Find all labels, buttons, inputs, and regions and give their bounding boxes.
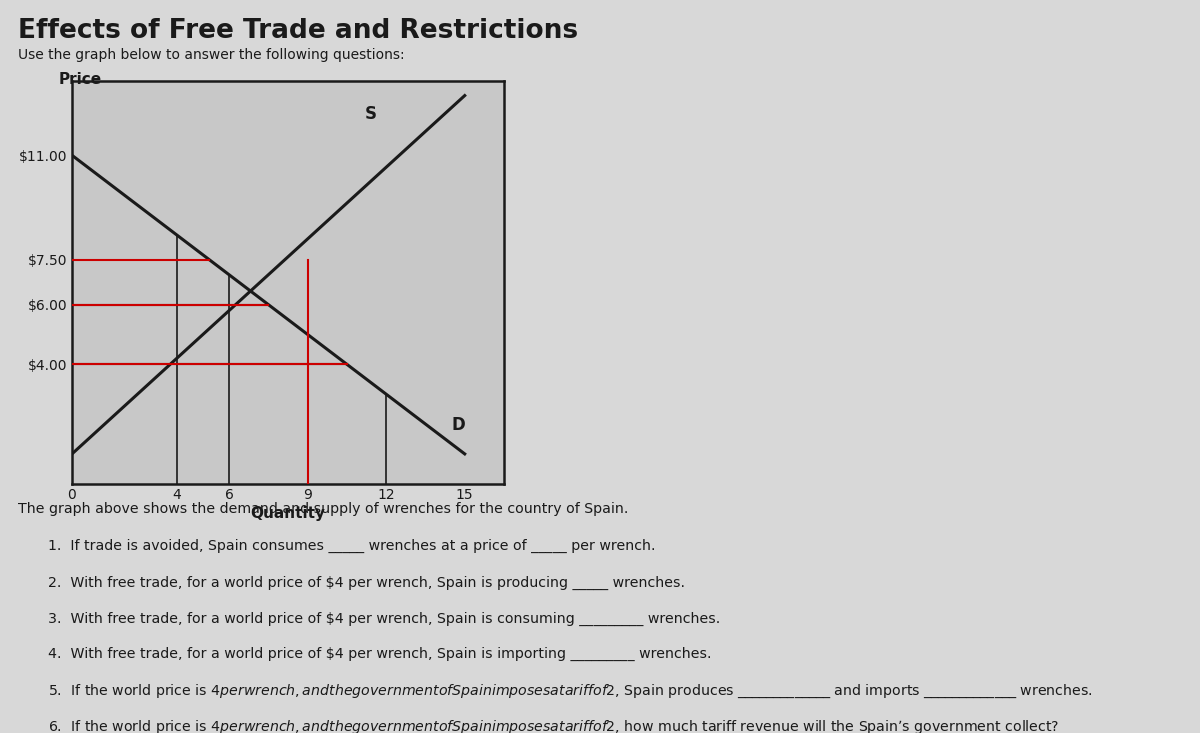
Text: Effects of Free Trade and Restrictions: Effects of Free Trade and Restrictions bbox=[18, 18, 578, 44]
Text: Use the graph below to answer the following questions:: Use the graph below to answer the follow… bbox=[18, 48, 404, 62]
Text: 4.  With free trade, for a world price of $4 per wrench, Spain is importing ____: 4. With free trade, for a world price of… bbox=[48, 647, 712, 660]
Text: Price: Price bbox=[59, 72, 102, 86]
Text: S: S bbox=[365, 106, 377, 123]
Text: 5.  If the world price is $4 per wrench, and the government of Spain imposes a t: 5. If the world price is $4 per wrench, … bbox=[48, 683, 1092, 701]
X-axis label: Quantity: Quantity bbox=[251, 506, 325, 521]
Text: 6.  If the world price is $4 per wrench, and the government of Spain imposes a t: 6. If the world price is $4 per wrench, … bbox=[48, 718, 1100, 733]
Text: The graph above shows the demand and supply of wrenches for the country of Spain: The graph above shows the demand and sup… bbox=[18, 502, 629, 516]
Text: 1.  If trade is avoided, Spain consumes _____ wrenches at a price of _____ per w: 1. If trade is avoided, Spain consumes _… bbox=[48, 539, 655, 553]
Text: D: D bbox=[451, 416, 466, 434]
Text: 3.  With free trade, for a world price of $4 per wrench, Spain is consuming ____: 3. With free trade, for a world price of… bbox=[48, 612, 720, 626]
Text: 2.  With free trade, for a world price of $4 per wrench, Spain is producing ____: 2. With free trade, for a world price of… bbox=[48, 575, 685, 589]
